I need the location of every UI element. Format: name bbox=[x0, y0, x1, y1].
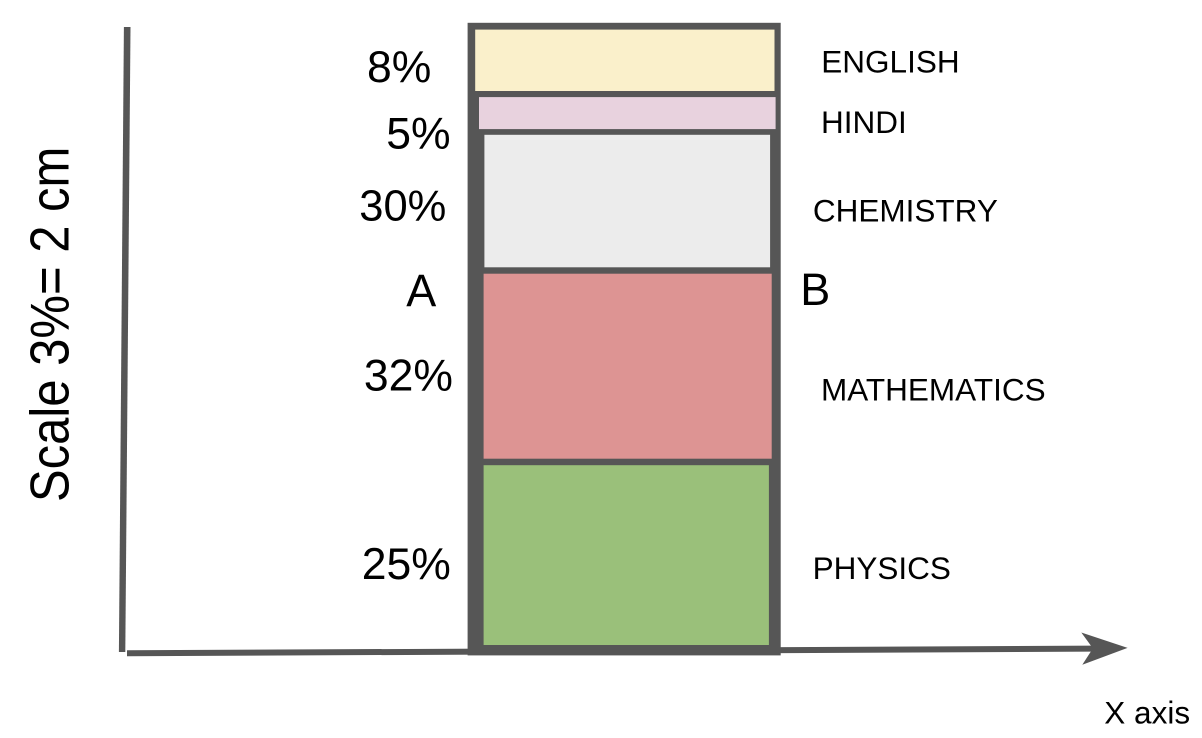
svg-text:HINDI: HINDI bbox=[821, 104, 907, 140]
svg-text:A: A bbox=[406, 265, 436, 316]
svg-text:ENGLISH: ENGLISH bbox=[821, 43, 959, 79]
svg-text:32%: 32% bbox=[364, 352, 453, 401]
svg-text:Scale 3%= 2 cm: Scale 3%= 2 cm bbox=[20, 147, 81, 502]
svg-text:8%: 8% bbox=[367, 43, 431, 92]
svg-text:25%: 25% bbox=[362, 540, 451, 589]
svg-text:CHEMISTRY: CHEMISTRY bbox=[813, 193, 998, 229]
svg-text:X axis: X axis bbox=[1104, 694, 1190, 730]
svg-text:PHYSICS: PHYSICS bbox=[813, 550, 951, 586]
svg-text:30%: 30% bbox=[359, 183, 446, 231]
svg-text:B: B bbox=[800, 264, 830, 315]
svg-text:MATHEMATICS: MATHEMATICS bbox=[821, 371, 1046, 407]
svg-text:5%: 5% bbox=[386, 110, 450, 159]
